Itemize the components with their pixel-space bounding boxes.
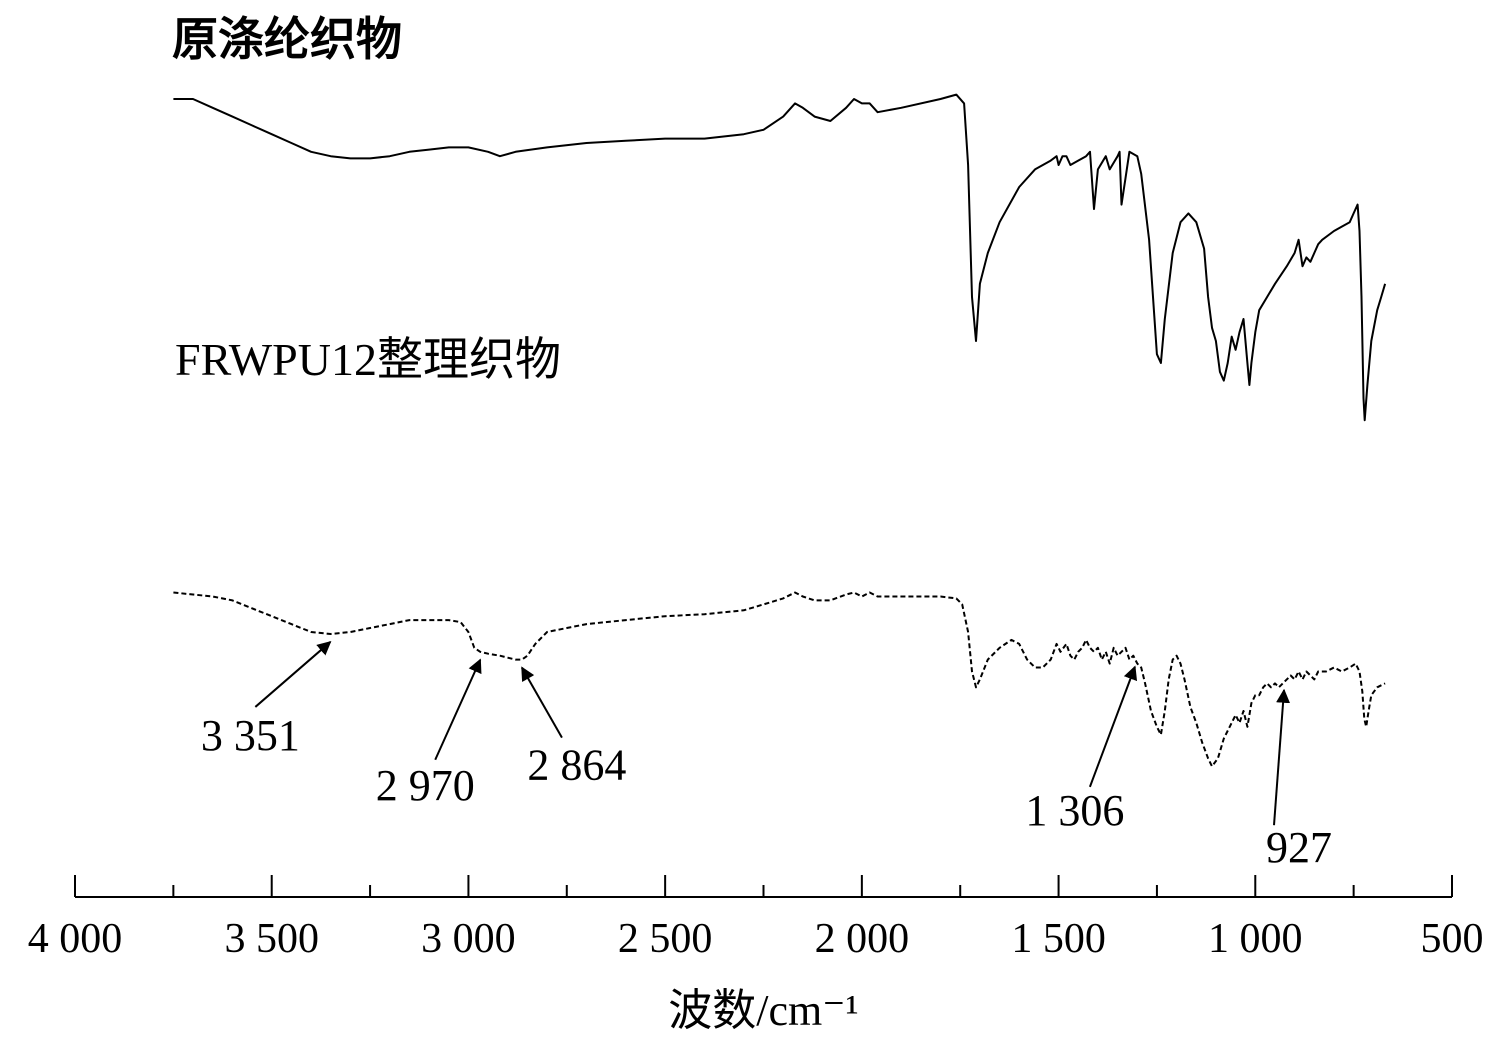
annotation-arrow-2: [434, 658, 482, 761]
annotation-label-2: 2 970: [376, 761, 475, 810]
series-label-2: FRWPU12整理织物: [175, 334, 561, 385]
x-tick-label: 2 000: [815, 916, 910, 962]
x-tick-label: 2 500: [618, 916, 713, 962]
annotation-arrow-5: [1273, 688, 1291, 826]
annotation-label-5: 927: [1266, 823, 1332, 872]
annotation-arrow-1: [254, 641, 332, 708]
x-tick-label: 1 500: [1011, 916, 1106, 962]
annotation-label-4: 1 306: [1025, 786, 1124, 835]
x-tick-label: 4 000: [28, 916, 123, 962]
x-axis-title: 波数/cm⁻¹: [668, 986, 858, 1035]
annotation-arrow-3: [521, 666, 563, 739]
x-axis-ticks: 4 000 3 500 3 000 2 500 2 000 1 500 1 000 500: [28, 875, 1484, 962]
series-layer: 原涤纶织物 FRWPU12整理织物: [172, 14, 1387, 768]
annotation-label-3: 2 864: [527, 741, 626, 790]
series-label-1: 原涤纶织物: [172, 14, 402, 65]
annotation-layer: 3 351 2 970 2 864 1 306 927: [201, 641, 1332, 872]
x-tick-label: 3 500: [224, 916, 319, 962]
series-line-2: [173, 591, 1386, 768]
x-tick-label: 1 000: [1208, 916, 1303, 962]
annotation-arrow-4: [1088, 665, 1138, 788]
x-tick-label: 3 000: [421, 916, 516, 962]
annotation-label-1: 3 351: [201, 711, 300, 760]
series-line-1: [173, 93, 1387, 422]
x-tick-label: 500: [1421, 916, 1484, 962]
